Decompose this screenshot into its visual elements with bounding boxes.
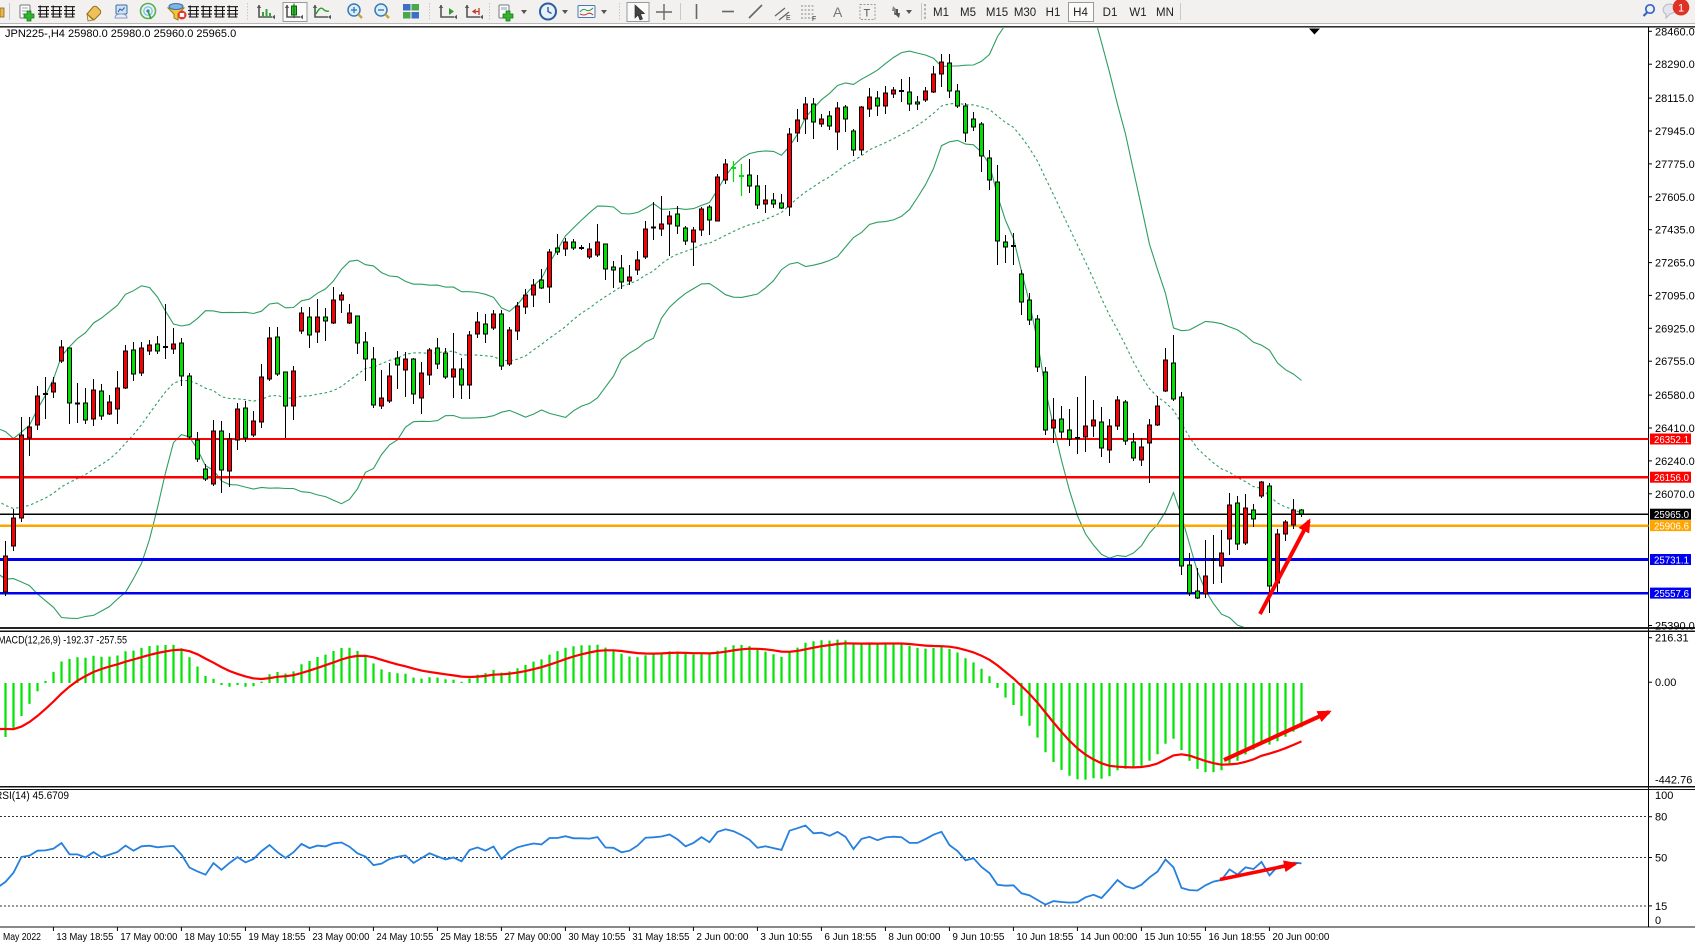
svg-text:May 2022: May 2022 [3, 931, 41, 943]
svg-text:M1: M1 [933, 7, 949, 19]
svg-text:A: A [833, 4, 843, 20]
svg-text:MN: MN [1156, 7, 1174, 19]
svg-text:26925.0: 26925.0 [1655, 323, 1695, 335]
svg-text:30 May 10:55: 30 May 10:55 [568, 931, 625, 943]
svg-text:26410.0: 26410.0 [1655, 423, 1695, 435]
svg-text:M15: M15 [986, 7, 1008, 19]
svg-text:28290.0: 28290.0 [1655, 59, 1695, 71]
svg-text:27945.0: 27945.0 [1655, 126, 1695, 138]
svg-text:16 Jun 18:55: 16 Jun 18:55 [1208, 931, 1265, 943]
svg-text:0: 0 [1655, 915, 1661, 927]
svg-text:0.00: 0.00 [1655, 677, 1676, 689]
svg-text:9 Jun 10:55: 9 Jun 10:55 [952, 931, 1004, 943]
svg-text:26070.0: 26070.0 [1655, 489, 1695, 501]
svg-text:3 Jun 10:55: 3 Jun 10:55 [760, 931, 812, 943]
svg-text:RSI(14) 45.6709: RSI(14) 45.6709 [0, 790, 69, 802]
svg-text:26352.1: 26352.1 [1654, 434, 1689, 446]
svg-text:26755.0: 26755.0 [1655, 356, 1695, 368]
svg-text:H1: H1 [1046, 7, 1061, 19]
svg-text:216.31: 216.31 [1655, 633, 1689, 645]
svg-text:28115.0: 28115.0 [1655, 93, 1694, 105]
svg-text:M30: M30 [1014, 7, 1036, 19]
svg-text:27435.0: 27435.0 [1655, 225, 1695, 237]
svg-text:15: 15 [1655, 901, 1667, 913]
svg-text:23 May 00:00: 23 May 00:00 [312, 931, 369, 943]
svg-text:MACD(12,26,9) -192.37 -257.55: MACD(12,26,9) -192.37 -257.55 [0, 635, 127, 647]
svg-text:27265.0: 27265.0 [1655, 258, 1695, 270]
svg-text:80: 80 [1655, 812, 1667, 824]
svg-text:2 Jun 00:00: 2 Jun 00:00 [696, 931, 748, 943]
svg-text:-442.76: -442.76 [1655, 774, 1692, 786]
svg-text:M5: M5 [960, 7, 976, 19]
svg-text:28460.0: 28460.0 [1655, 26, 1695, 38]
svg-text:50: 50 [1655, 853, 1667, 865]
svg-text:25906.6: 25906.6 [1654, 521, 1689, 533]
svg-text:25965.0: 25965.0 [1654, 509, 1689, 521]
svg-text:26580.0: 26580.0 [1655, 390, 1695, 402]
svg-text:27 May 00:00: 27 May 00:00 [504, 931, 561, 943]
svg-text:19 May 18:55: 19 May 18:55 [248, 931, 305, 943]
svg-text:H4: H4 [1073, 7, 1088, 19]
svg-text:27775.0: 27775.0 [1655, 159, 1695, 171]
svg-text:W1: W1 [1129, 7, 1146, 19]
svg-text:25390.0: 25390.0 [1655, 621, 1695, 633]
svg-text:1: 1 [1678, 3, 1684, 15]
svg-text:27095.0: 27095.0 [1655, 290, 1695, 302]
svg-text:100: 100 [1655, 790, 1673, 802]
svg-text:24 May 10:55: 24 May 10:55 [376, 931, 433, 943]
svg-text:25 May 18:55: 25 May 18:55 [440, 931, 497, 943]
svg-text:27605.0: 27605.0 [1655, 192, 1695, 204]
svg-text:14 Jun 00:00: 14 Jun 00:00 [1080, 931, 1137, 943]
svg-text:20 Jun 00:00: 20 Jun 00:00 [1272, 931, 1329, 943]
svg-text:T: T [864, 8, 871, 20]
svg-text:JPN225-,H4 25980.0 25980.0 25: JPN225-,H4 25980.0 25980.0 25960.0 25965… [5, 28, 236, 40]
svg-text:31 May 18:55: 31 May 18:55 [632, 931, 689, 943]
svg-text:26240.0: 26240.0 [1655, 456, 1695, 468]
svg-text:8 Jun 00:00: 8 Jun 00:00 [888, 931, 940, 943]
svg-text:10 Jun 18:55: 10 Jun 18:55 [1016, 931, 1073, 943]
svg-text:25731.1: 25731.1 [1654, 555, 1689, 567]
svg-text:25557.6: 25557.6 [1654, 588, 1689, 600]
svg-text:15 Jun 10:55: 15 Jun 10:55 [1144, 931, 1201, 943]
svg-text:6 Jun 18:55: 6 Jun 18:55 [824, 931, 876, 943]
svg-text:17 May 00:00: 17 May 00:00 [120, 931, 177, 943]
svg-text:13 May 18:55: 13 May 18:55 [56, 931, 113, 943]
svg-text:E: E [786, 15, 791, 22]
svg-text:18 May 10:55: 18 May 10:55 [184, 931, 241, 943]
svg-text:26156.0: 26156.0 [1654, 472, 1689, 484]
svg-text:D1: D1 [1103, 7, 1118, 19]
svg-text:F: F [812, 16, 816, 23]
